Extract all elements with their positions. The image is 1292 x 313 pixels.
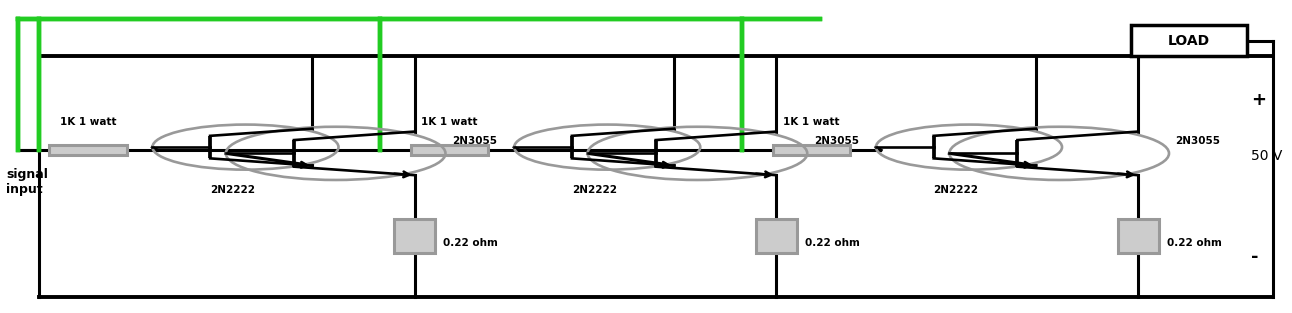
Text: 2N3055: 2N3055 bbox=[814, 136, 859, 146]
Text: 2N2222: 2N2222 bbox=[572, 185, 616, 195]
Bar bbox=[1130, 25, 1247, 56]
Text: 50 V: 50 V bbox=[1251, 150, 1282, 163]
Bar bbox=[394, 219, 435, 254]
Text: 1K 1 watt: 1K 1 watt bbox=[421, 117, 478, 127]
Bar bbox=[411, 145, 488, 155]
Text: 1K 1 watt: 1K 1 watt bbox=[783, 117, 840, 127]
Bar bbox=[1118, 219, 1159, 254]
Text: +: + bbox=[1251, 91, 1266, 109]
Text: 2N3055: 2N3055 bbox=[452, 136, 497, 146]
Text: 0.22 ohm: 0.22 ohm bbox=[443, 238, 497, 248]
Text: 2N3055: 2N3055 bbox=[1176, 136, 1221, 146]
Text: 0.22 ohm: 0.22 ohm bbox=[805, 238, 859, 248]
Text: signal
input: signal input bbox=[6, 167, 48, 196]
Bar bbox=[49, 145, 127, 155]
Text: LOAD: LOAD bbox=[1168, 34, 1209, 48]
Text: 2N2222: 2N2222 bbox=[934, 185, 978, 195]
Text: 0.22 ohm: 0.22 ohm bbox=[1167, 238, 1221, 248]
Text: 1K 1 watt: 1K 1 watt bbox=[59, 117, 116, 127]
Bar bbox=[756, 219, 797, 254]
Text: 2N2222: 2N2222 bbox=[211, 185, 255, 195]
Bar bbox=[773, 145, 850, 155]
Text: -: - bbox=[1251, 248, 1258, 266]
